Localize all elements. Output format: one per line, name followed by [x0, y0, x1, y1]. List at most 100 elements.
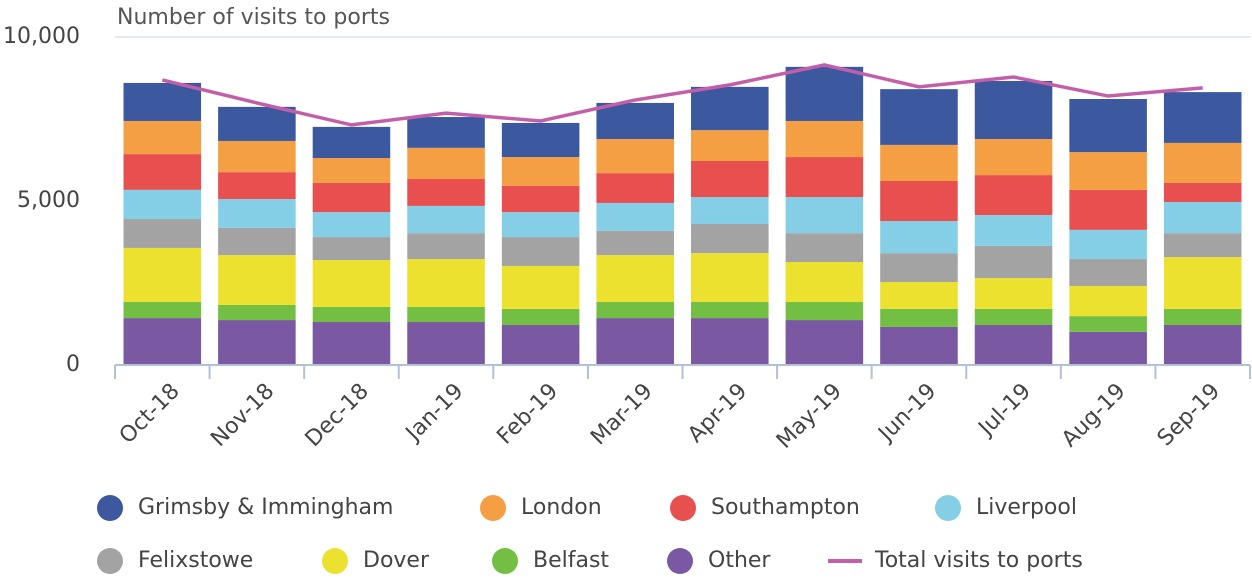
- bar-segment: [596, 318, 674, 365]
- bar-segment: [218, 106, 296, 141]
- bar-segment: [501, 185, 580, 213]
- bar-segment: [974, 308, 1053, 325]
- bar-segment: [407, 179, 485, 206]
- bar-segment: [1069, 259, 1147, 286]
- bar-segment: [785, 320, 864, 365]
- x-tick-label: Feb-19: [492, 379, 563, 450]
- bar-segment: [1163, 142, 1242, 183]
- bar-segment: [123, 318, 202, 365]
- bar-segment: [974, 245, 1053, 279]
- legend-label: London: [521, 495, 602, 520]
- bar-segment: [123, 154, 202, 190]
- legend-label: Total visits to ports: [874, 548, 1083, 573]
- bar-segment: [218, 255, 296, 305]
- legend-label: Grimsby & Immingham: [138, 495, 393, 520]
- bar-segment: [123, 189, 202, 220]
- legend-label: Southampton: [711, 495, 860, 520]
- bar-segment: [407, 117, 485, 148]
- legend-swatch: [667, 548, 693, 574]
- legend-label: Dover: [363, 548, 430, 573]
- x-tick-label: Mar-19: [586, 379, 657, 450]
- bar-segment: [1163, 308, 1242, 325]
- bar-segment: [596, 302, 674, 319]
- bar-segment: [596, 139, 674, 174]
- bar-segment: [785, 302, 864, 321]
- bar-segment: [974, 324, 1053, 365]
- bar-segment: [785, 157, 864, 198]
- bar-segment: [880, 221, 958, 254]
- bar-segment: [1069, 229, 1147, 260]
- bar-segment: [501, 237, 580, 266]
- legend-label: Liverpool: [976, 495, 1077, 520]
- bar-segment: [123, 219, 202, 248]
- bar-segment: [407, 306, 485, 323]
- x-tick-label: Aug-19: [1057, 379, 1130, 452]
- bar-segment: [1163, 201, 1242, 234]
- bar-segment: [785, 197, 864, 234]
- bar-segment: [501, 324, 580, 365]
- bar-segment: [691, 223, 769, 254]
- bar-segment: [880, 308, 958, 327]
- legend-label: Felixstowe: [138, 548, 253, 573]
- bar-segment: [123, 82, 202, 121]
- bar-segment: [312, 212, 391, 238]
- bar-segment: [691, 253, 769, 303]
- bar-segment: [407, 205, 485, 234]
- bar-segment: [123, 247, 202, 303]
- bar-segment: [691, 86, 769, 131]
- bar-segment: [501, 122, 580, 158]
- bar-segment: [880, 89, 958, 145]
- bar-segment: [1163, 92, 1242, 143]
- y-tick-label: 0: [66, 352, 80, 377]
- bar-segment: [1163, 324, 1242, 365]
- bar-segment: [596, 255, 674, 303]
- x-tick-label: Dec-18: [301, 379, 374, 452]
- bar-segment: [218, 227, 296, 256]
- bar-segment: [312, 260, 391, 307]
- bar-segment: [1163, 233, 1242, 258]
- bar-segment: [312, 182, 391, 213]
- x-tick-label: May-19: [772, 379, 847, 454]
- bar-segment: [785, 120, 864, 158]
- bar-segment: [1069, 331, 1147, 365]
- bar-segment: [880, 253, 958, 283]
- bar-segment: [1163, 257, 1242, 309]
- bar-segment: [407, 322, 485, 365]
- bar-segment: [974, 139, 1053, 176]
- bar-segment: [1069, 316, 1147, 332]
- bar-segment: [501, 157, 580, 186]
- legend-label: Other: [708, 548, 771, 573]
- bar-segment: [407, 147, 485, 180]
- bar-segment: [691, 302, 769, 319]
- chart-title: Number of visits to ports: [117, 5, 390, 30]
- legend-swatch: [97, 548, 123, 574]
- legend-label: Belfast: [533, 548, 609, 573]
- bar-segment: [880, 144, 958, 181]
- bar-segment: [880, 180, 958, 222]
- legend-swatch: [322, 548, 348, 574]
- bar-segment: [974, 80, 1053, 140]
- bar-segment: [218, 172, 296, 200]
- legend-swatch: [670, 495, 696, 521]
- x-tick-label: Nov-18: [206, 379, 279, 452]
- bar-segment: [880, 282, 958, 309]
- y-tick-label: 10,000: [3, 24, 80, 49]
- y-tick-label: 5,000: [17, 188, 80, 213]
- bar-segment: [312, 306, 391, 323]
- bar-segment: [596, 102, 674, 140]
- bar-segment: [501, 212, 580, 238]
- bar-segment: [691, 160, 769, 198]
- legend-swatch: [480, 495, 506, 521]
- bar-segment: [974, 215, 1053, 246]
- legend-swatch: [492, 548, 518, 574]
- bar-segment: [1069, 152, 1147, 190]
- bar-segment: [880, 326, 958, 365]
- bar-segment: [1069, 189, 1147, 230]
- bar-segment: [312, 158, 391, 183]
- x-tick-label: Jul-19: [973, 379, 1036, 442]
- bar-segment: [218, 320, 296, 365]
- bar-segment: [218, 140, 296, 173]
- bar-segment: [312, 126, 391, 159]
- bar-segment: [596, 230, 674, 256]
